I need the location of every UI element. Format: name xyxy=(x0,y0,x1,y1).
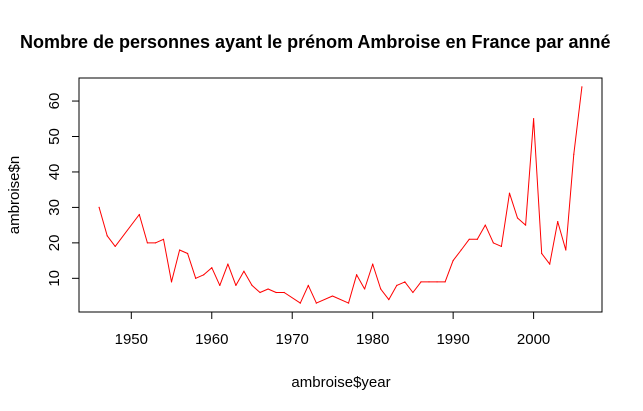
x-tick-label: 2000 xyxy=(517,331,550,348)
series-line xyxy=(98,86,583,304)
data-point xyxy=(508,192,511,194)
data-point xyxy=(396,284,398,287)
data-point xyxy=(484,224,486,226)
y-axis: 10 20 30 40 50 60 xyxy=(46,93,80,287)
x-tick-label: 1960 xyxy=(195,331,228,348)
series-layer xyxy=(98,86,583,304)
plot-frame xyxy=(78,77,603,313)
data-point xyxy=(492,242,494,244)
chart-title: Nombre de personnes ayant le prénom Ambr… xyxy=(20,32,611,52)
data-point xyxy=(178,249,181,251)
data-point xyxy=(195,277,197,279)
data-point xyxy=(516,217,519,219)
data-point xyxy=(170,281,173,283)
data-point xyxy=(436,281,438,283)
data-point xyxy=(235,284,237,287)
data-point xyxy=(573,153,575,155)
y-tick-label: 40 xyxy=(46,164,63,181)
data-point xyxy=(307,284,309,287)
data-point xyxy=(154,242,157,244)
data-point xyxy=(114,245,116,248)
data-point xyxy=(106,235,108,237)
data-point xyxy=(243,270,245,272)
data-point xyxy=(275,291,277,294)
data-point xyxy=(347,302,350,304)
data-point xyxy=(476,238,478,240)
x-tick-label: 1980 xyxy=(356,331,389,348)
data-point xyxy=(211,267,213,269)
data-point xyxy=(404,281,406,283)
data-point xyxy=(219,284,221,287)
y-tick-label: 10 xyxy=(46,270,63,287)
x-tick-label: 1990 xyxy=(436,331,469,348)
data-point xyxy=(557,220,559,223)
data-point xyxy=(500,245,503,248)
data-point xyxy=(203,274,205,276)
data-point xyxy=(267,288,269,290)
data-point xyxy=(444,281,446,283)
data-point xyxy=(138,213,140,216)
y-tick-label: 50 xyxy=(46,128,63,145)
data-point xyxy=(460,249,462,251)
data-point xyxy=(428,281,430,283)
y-tick-label: 20 xyxy=(46,235,63,252)
data-point xyxy=(299,302,301,304)
y-axis-label: ambroise$n xyxy=(6,156,23,234)
data-point xyxy=(380,288,382,290)
data-point xyxy=(452,259,454,262)
data-point xyxy=(259,291,261,294)
data-point xyxy=(331,295,334,297)
data-point xyxy=(420,281,422,283)
data-point xyxy=(227,263,229,265)
data-point xyxy=(549,263,551,265)
data-point xyxy=(524,224,527,226)
data-point xyxy=(581,86,583,88)
data-point xyxy=(162,238,165,240)
x-tick-label: 1950 xyxy=(115,331,148,348)
data-point xyxy=(364,288,366,290)
data-point xyxy=(372,263,374,265)
y-tick-label: 30 xyxy=(46,199,63,216)
data-point xyxy=(468,238,470,240)
data-point xyxy=(146,242,148,244)
data-point xyxy=(251,284,253,287)
data-point xyxy=(315,302,317,304)
data-point xyxy=(533,118,535,120)
y-tick-label: 60 xyxy=(46,93,63,110)
data-point xyxy=(98,206,100,209)
x-tick-label: 1970 xyxy=(276,331,309,348)
x-axis: 1950 1960 1970 1980 1990 2000 xyxy=(115,311,550,348)
data-point xyxy=(283,291,285,294)
data-point xyxy=(187,252,189,255)
data-point xyxy=(565,249,567,251)
data-point xyxy=(541,252,543,255)
data-point xyxy=(388,298,390,301)
x-axis-label: ambroise$year xyxy=(291,374,390,391)
data-point xyxy=(412,291,414,294)
data-point xyxy=(355,274,358,276)
